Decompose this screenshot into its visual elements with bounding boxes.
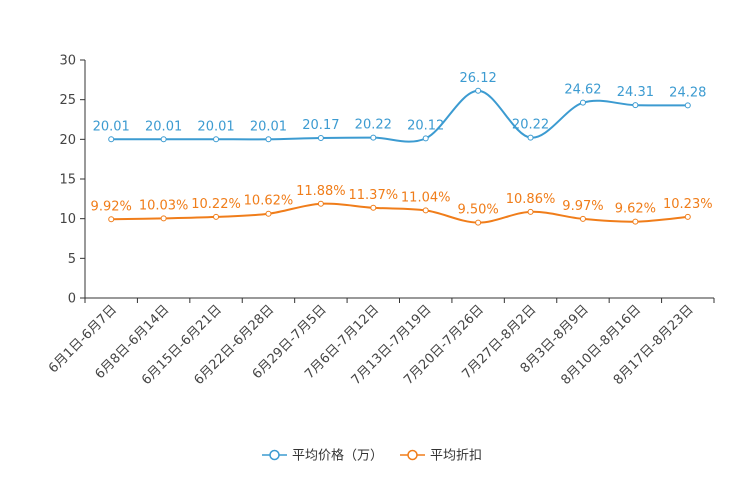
data-point <box>265 136 272 143</box>
data-label: 20.22 <box>355 118 392 133</box>
data-label: 20.01 <box>197 119 234 134</box>
data-label: 9.62% <box>615 202 656 217</box>
data-label: 9.92% <box>91 199 132 214</box>
data-label: 20.01 <box>145 119 182 134</box>
data-point <box>317 134 324 141</box>
data-label: 10.86% <box>506 192 556 207</box>
legend-label: 平均价格（万） <box>292 448 383 464</box>
data-point <box>527 134 534 141</box>
data-label: 24.28 <box>669 85 706 100</box>
series-layer: 20.01 20.01 20.01 20.01 20.17 20.22 20.12 26.12… <box>91 71 713 226</box>
data-point <box>108 216 115 223</box>
data-point <box>213 213 220 220</box>
data-point <box>370 134 377 141</box>
data-point <box>475 87 482 94</box>
data-label: 9.50% <box>457 203 498 218</box>
series-line <box>111 202 688 224</box>
data-point <box>684 213 691 220</box>
data-point <box>160 215 167 222</box>
data-label: 10.23% <box>663 197 713 212</box>
data-point <box>160 136 167 143</box>
legend-marker-icon <box>269 449 280 461</box>
data-point <box>317 200 324 207</box>
data-label: 26.12 <box>460 71 497 86</box>
data-point <box>579 215 586 222</box>
data-point <box>213 136 220 143</box>
legend-label: 平均折扣 <box>430 449 482 464</box>
y-tick-label: 25 <box>59 93 76 108</box>
data-point <box>422 135 429 142</box>
legend-marker-icon <box>407 449 418 461</box>
y-tick-label: 15 <box>59 173 76 188</box>
data-label: 20.17 <box>302 118 339 133</box>
y-tick-label: 5 <box>68 252 76 267</box>
data-label: 10.03% <box>139 198 189 213</box>
legend-item-1[interactable]: 平均价格（万） <box>262 448 383 464</box>
data-label: 20.01 <box>93 119 130 134</box>
y-tick-label: 20 <box>59 133 76 148</box>
data-label: 20.12 <box>407 118 444 133</box>
data-label: 20.22 <box>512 118 549 133</box>
y-tick-label: 30 <box>59 54 76 69</box>
data-point <box>422 207 429 214</box>
data-point <box>632 102 639 109</box>
data-label: 11.88% <box>296 184 346 199</box>
legend-item-2[interactable]: 平均折扣 <box>400 449 482 464</box>
y-tick-label: 10 <box>59 212 76 227</box>
data-label: 10.62% <box>244 194 294 209</box>
y-tick-label: 0 <box>68 292 76 307</box>
data-point <box>579 99 586 106</box>
data-label: 20.01 <box>250 119 287 134</box>
data-point <box>265 210 272 217</box>
data-label: 9.97% <box>562 199 603 214</box>
data-label: 24.62 <box>564 83 601 98</box>
data-point <box>475 219 482 226</box>
data-point <box>370 204 377 211</box>
series-1: 20.01 20.01 20.01 20.01 20.17 20.22 20.12 26.12… <box>93 71 706 143</box>
data-point <box>684 102 691 109</box>
data-point <box>108 136 115 143</box>
legend[interactable]: 平均价格（万） 平均折扣 <box>262 448 482 464</box>
data-label: 11.04% <box>401 190 451 205</box>
series-2: 9.92% 10.03% 10.22% 10.62%11.88% 11.37% 11.04… <box>91 184 713 226</box>
data-label: 11.37% <box>349 188 399 203</box>
data-label: 24.31 <box>617 85 654 100</box>
data-point <box>527 208 534 215</box>
data-point <box>632 218 639 225</box>
data-label: 10.22% <box>191 197 241 212</box>
